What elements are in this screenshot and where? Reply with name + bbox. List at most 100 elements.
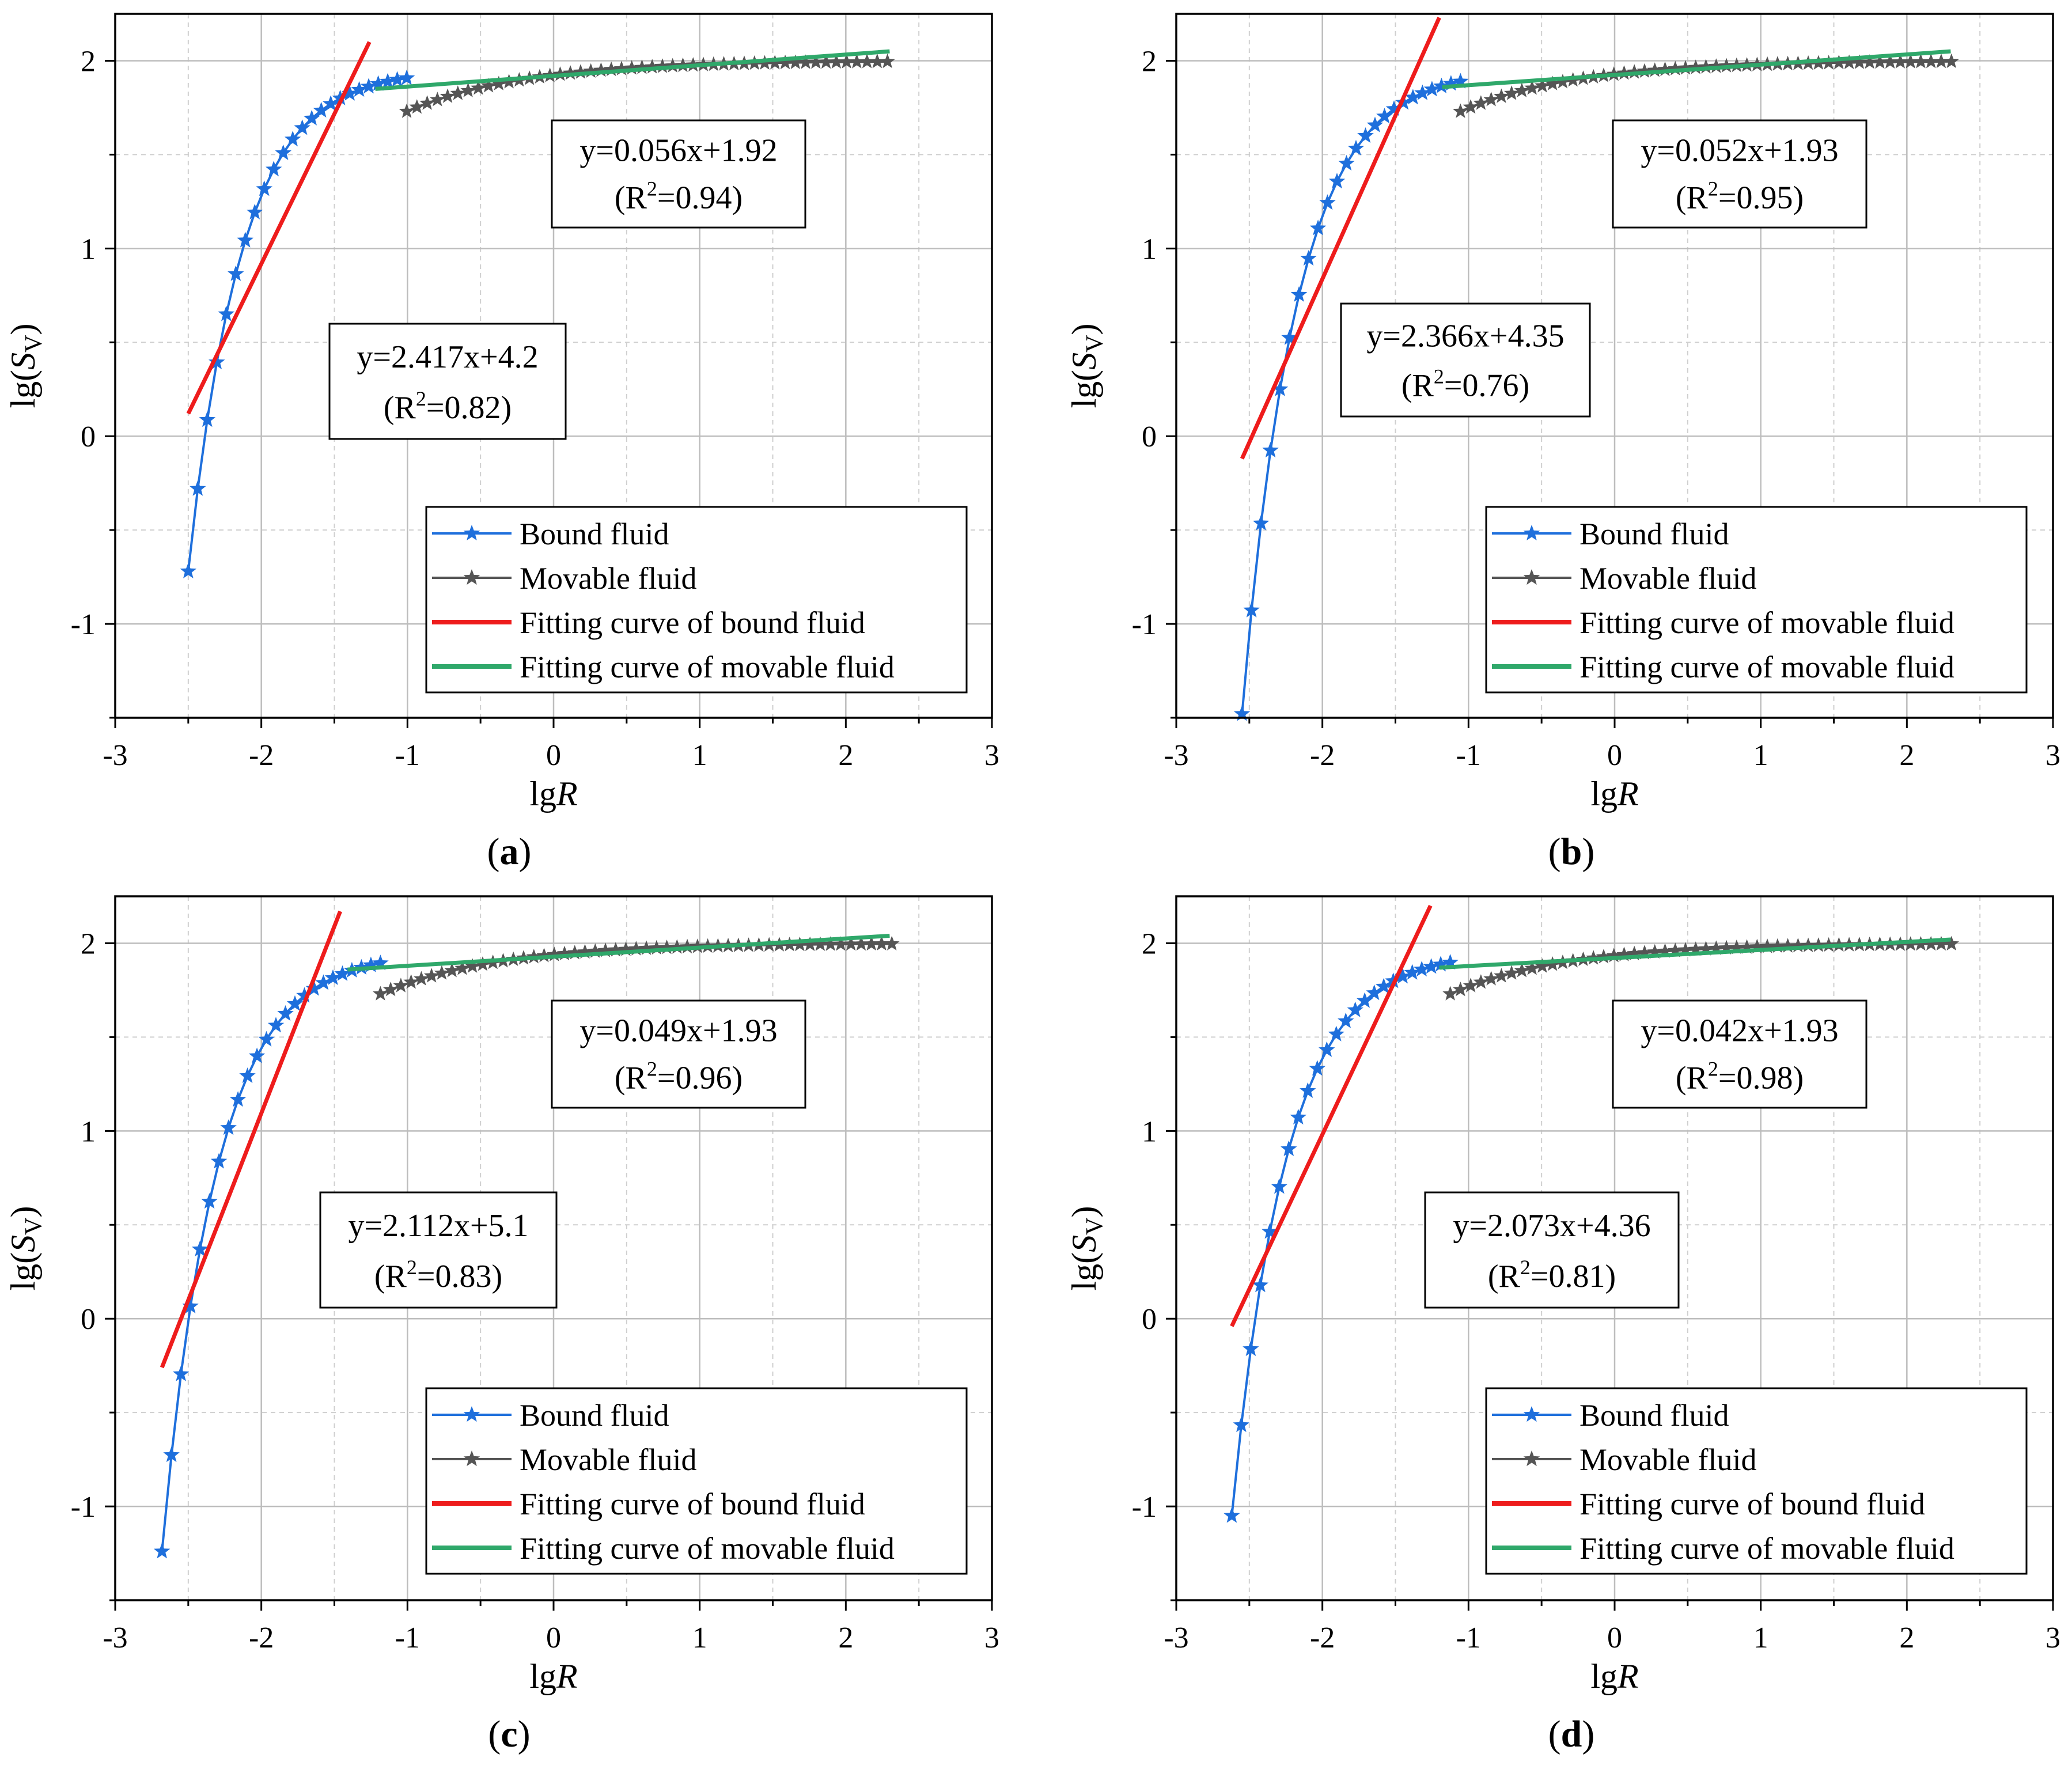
movable-fluid-point: [1698, 59, 1714, 74]
movable-fluid-point: [1463, 99, 1479, 114]
bound-fit-r2: (R2=0.82): [384, 387, 512, 426]
movable-fluid-point: [491, 75, 507, 90]
movable-fluid-point: [1944, 53, 1959, 69]
bound-fluid-point: [228, 265, 244, 281]
movable-fluid-point: [1933, 935, 1949, 951]
movable-fluid-point: [444, 963, 460, 978]
bound-fluid-point: [305, 980, 323, 996]
legend-box: [1485, 506, 2028, 694]
movable-fluid-point: [423, 968, 440, 983]
movable-fluid-point: [593, 62, 609, 77]
movable-fluid-point: [649, 940, 665, 955]
legend-label: Fitting curve of movable fluid: [520, 1531, 895, 1566]
movable-fluid-point: [1913, 936, 1929, 951]
x-tick-label: 3: [984, 1622, 999, 1654]
bound-fluid-point: [1319, 194, 1336, 210]
movable-fluid-point: [1535, 958, 1550, 973]
y-tick-label: -1: [71, 1491, 96, 1524]
movable-fluid-point: [1851, 54, 1868, 69]
legend-label: Fitting curve of bound fluid: [520, 605, 865, 640]
movable-fluid-point: [450, 85, 466, 100]
movable-fluid-point: [1524, 80, 1540, 95]
bound-fluid-point: [1404, 89, 1422, 105]
x-tick-label: 3: [984, 739, 999, 772]
bound-fluid-point: [199, 411, 216, 427]
movable-fluid-point: [1780, 938, 1796, 953]
bound-fluid-point: [286, 995, 304, 1011]
x-tick-label: 2: [838, 739, 853, 772]
bound-fluid-point: [294, 119, 310, 135]
bound-fluid-point: [1347, 139, 1365, 156]
movable-fluid-point: [608, 942, 624, 957]
movable-fluid-point: [679, 938, 695, 954]
bound-fluid-point: [1262, 1223, 1278, 1239]
movable-fluid-point: [1503, 85, 1520, 100]
movable-fluid-point: [1453, 103, 1468, 118]
y-tick-label: 1: [81, 1115, 96, 1148]
movable-fluid-point: [828, 54, 844, 69]
bound-fluid-point: [1394, 968, 1411, 984]
legend-label: Movable fluid: [520, 561, 696, 596]
bound-fluid-point: [351, 81, 368, 97]
bound-fluid-point: [1243, 601, 1260, 618]
movable-fluid-point: [1862, 54, 1877, 69]
legend-swatch-star: [463, 525, 480, 541]
bound-fit-box: [328, 323, 567, 440]
movable-fit-equation: y=0.056x+1.92: [579, 133, 777, 169]
bound-fit-equation: y=2.073x+4.36: [1453, 1208, 1650, 1244]
movable-fluid-point: [618, 941, 634, 956]
bound-fluid-point: [1233, 1416, 1250, 1433]
y-axis-label: lg(SV): [4, 324, 47, 408]
movable-fluid-point: [403, 974, 419, 989]
legend-label: Bound fluid: [1579, 517, 1729, 551]
movable-fluid-point: [808, 54, 824, 69]
y-tick-label: 2: [81, 45, 96, 78]
x-tick-label: 3: [2046, 739, 2060, 772]
movable-fluid-point: [654, 58, 671, 73]
movable-fluid-point: [573, 64, 589, 79]
bound-fluid-point: [1271, 380, 1289, 396]
x-tick-label: -3: [1164, 739, 1188, 772]
movable-fluid-point: [399, 103, 415, 118]
legend-box: [1485, 1387, 2028, 1575]
movable-fluid-point: [812, 936, 828, 951]
movable-fluid-point: [583, 63, 599, 78]
movable-fluid-point: [1647, 944, 1663, 959]
movable-fluid-point: [1494, 88, 1509, 103]
bound-fluid-point: [258, 1031, 275, 1047]
y-axis-label: lg(SV): [1065, 1206, 1108, 1291]
movable-fluid-point: [1709, 58, 1724, 73]
legend-swatch-star: [463, 569, 480, 585]
x-tick-label: 1: [1753, 739, 1768, 772]
bound-fluid-point: [277, 1005, 294, 1021]
movable-fluid-point: [464, 958, 480, 973]
bound-fluid-point: [220, 1119, 237, 1135]
movable-fluid-point: [1463, 978, 1479, 993]
movable-fluid-point: [613, 60, 630, 75]
movable-fit-r2: (R2=0.96): [615, 1058, 743, 1096]
x-axis-label: lgR: [529, 1657, 577, 1695]
movable-fluid-point: [1626, 945, 1642, 960]
movable-fluid-point: [556, 945, 573, 960]
movable-fluid-point: [665, 58, 681, 73]
legend-box: [425, 506, 968, 694]
x-tick-label: -3: [1164, 1622, 1188, 1654]
bound-fluid-point: [1357, 992, 1373, 1008]
movable-fluid-point: [577, 944, 593, 959]
x-tick-label: -3: [103, 739, 127, 772]
movable-fluid-point: [1453, 982, 1468, 997]
bound-fluid-point: [218, 305, 235, 321]
movable-fluid-point: [547, 946, 562, 961]
movable-fluid-point: [1749, 938, 1765, 954]
y-tick-label: 0: [1142, 421, 1157, 453]
legend-swatch-star: [1523, 1450, 1540, 1467]
bound-fluid-point: [256, 180, 272, 196]
movable-fluid-point: [853, 935, 869, 951]
bound-fluid-point: [313, 101, 329, 118]
y-tick-label: 1: [81, 233, 96, 266]
fit-movable-line: [375, 49, 890, 91]
bound-fit-box: [1340, 302, 1591, 418]
bound-fluid-point: [284, 131, 301, 147]
movable-fluid-point: [1739, 939, 1755, 954]
